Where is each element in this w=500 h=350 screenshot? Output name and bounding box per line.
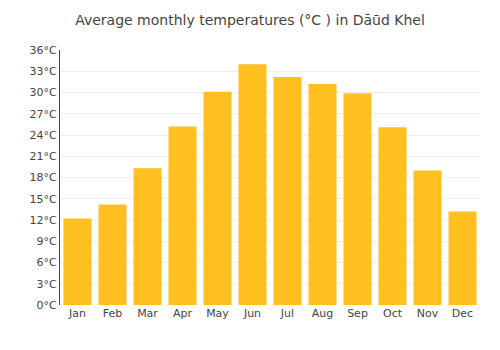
svg-text:May: May xyxy=(206,307,229,320)
svg-text:0°C: 0°C xyxy=(37,299,57,312)
svg-text:15°C: 15°C xyxy=(30,193,57,206)
svg-text:Jan: Jan xyxy=(68,307,86,320)
svg-text:Aug: Aug xyxy=(312,307,333,320)
svg-text:Feb: Feb xyxy=(103,307,122,320)
svg-text:Nov: Nov xyxy=(417,307,439,320)
svg-text:Oct: Oct xyxy=(383,307,403,320)
svg-text:21°C: 21°C xyxy=(30,150,57,163)
svg-text:6°C: 6°C xyxy=(37,256,57,269)
svg-text:Mar: Mar xyxy=(137,307,158,320)
svg-text:Dec: Dec xyxy=(452,307,473,320)
svg-text:9°C: 9°C xyxy=(37,235,57,248)
svg-text:Apr: Apr xyxy=(173,307,193,320)
svg-text:24°C: 24°C xyxy=(30,129,57,142)
svg-text:Jul: Jul xyxy=(280,307,294,320)
svg-text:18°C: 18°C xyxy=(30,171,57,184)
svg-text:Sep: Sep xyxy=(347,307,368,320)
svg-text:27°C: 27°C xyxy=(30,108,57,121)
svg-text:30°C: 30°C xyxy=(30,86,57,99)
svg-text:Jun: Jun xyxy=(243,307,261,320)
svg-text:36°C: 36°C xyxy=(30,44,57,57)
svg-text:33°C: 33°C xyxy=(30,65,57,78)
svg-text:12°C: 12°C xyxy=(30,214,57,227)
svg-text:Average monthly temperatures (: Average monthly temperatures (°C ) in Dā… xyxy=(75,12,425,28)
svg-text:3°C: 3°C xyxy=(37,278,57,291)
